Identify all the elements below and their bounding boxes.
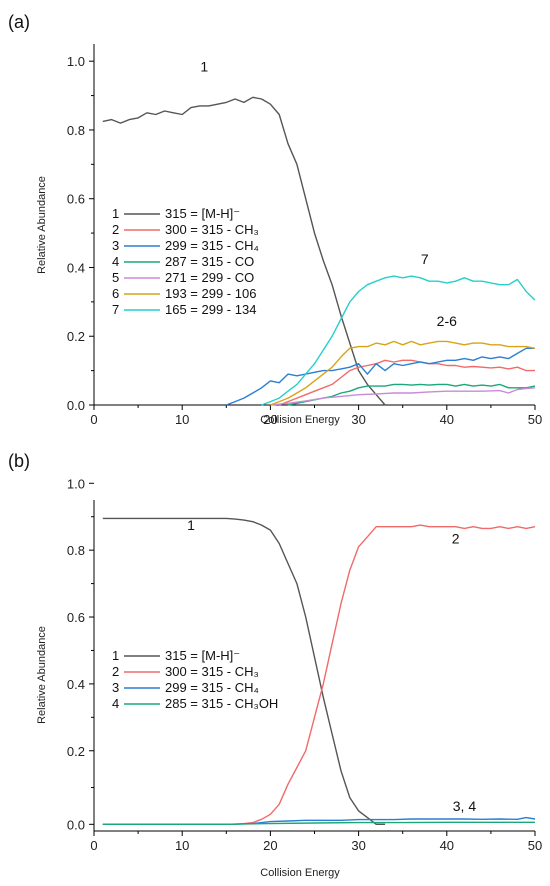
legend-label: 165 = 299 - 134: [165, 302, 256, 317]
series-line-2: [102, 524, 536, 825]
legend-index: 4: [112, 254, 119, 269]
x-tick-label: 50: [528, 838, 542, 853]
legend-label: 285 = 315 - CH₃OH: [165, 696, 278, 711]
y-tick-label: 0.8: [67, 543, 85, 558]
legend-label: 299 = 315 - CH₄: [165, 680, 259, 695]
legend-label: 299 = 315 - CH₄: [165, 238, 259, 253]
legend-label: 300 = 315 - CH₃: [165, 222, 259, 237]
x-tick-label: 20: [263, 838, 277, 853]
y-tick-label: 0.6: [67, 192, 85, 207]
legend-index: 4: [112, 696, 119, 711]
legend-label: 193 = 299 - 106: [165, 286, 256, 301]
series-annotation: 1: [187, 517, 195, 533]
y-tick-label: 0.4: [67, 677, 85, 692]
legend-label: 271 = 299 - CO: [165, 270, 254, 285]
legend-label: 287 = 315 - CO: [165, 254, 254, 269]
series-annotation: 3, 4: [453, 798, 477, 814]
y-tick-label: 0.8: [67, 123, 85, 138]
x-tick-label: 30: [351, 412, 365, 427]
legend-index: 3: [112, 680, 119, 695]
legend-index: 6: [112, 286, 119, 301]
panel-b-legend: 1 315 = [M-H]⁻ 2 300 = 315 - CH₃ 3 299 = 315 …: [112, 648, 278, 711]
panel-a-series: [102, 96, 536, 406]
legend-index: 1: [112, 206, 119, 221]
x-tick-label: 10: [175, 838, 189, 853]
y-tick-label: 1.0: [67, 54, 85, 69]
legend-label: 315 = [M-H]⁻: [165, 206, 240, 221]
series-annotation: 7: [421, 251, 429, 267]
x-tick-label: 10: [175, 412, 189, 427]
series-line-2: [278, 359, 535, 406]
panel-b-annotations: 1 2 3, 4: [187, 517, 476, 814]
x-tick-label: 20: [263, 412, 277, 427]
series-annotation: 1: [200, 59, 208, 75]
series-annotation: 2: [452, 530, 460, 546]
y-tick-label: 0.2: [67, 329, 85, 344]
x-tick-label: 40: [440, 838, 454, 853]
legend-index: 3: [112, 238, 119, 253]
panel-b-axes: 0 10 20 30 40 50 0.0 0.2 0.4 0.6 0.8 1.0: [67, 476, 542, 853]
panel-a-chart: (a) Relative Abundance Collision Energy …: [8, 12, 542, 427]
panel-a-label: (a): [8, 12, 30, 32]
y-tick-label: 0.2: [67, 744, 85, 759]
x-tick-label: 50: [528, 412, 542, 427]
legend-index: 2: [112, 664, 119, 679]
panel-a-annotations: 1 7 2-6: [200, 59, 457, 329]
legend-index: 2: [112, 222, 119, 237]
panel-a-legend: 1 315 = [M-H]⁻ 2 300 = 315 - CH₃ 3 299 = 315 …: [112, 206, 259, 317]
legend-index: 5: [112, 270, 119, 285]
panel-b-series: [102, 517, 536, 825]
series-line-5: [270, 387, 536, 406]
legend-index: 7: [112, 302, 119, 317]
panel-b-ylabel: Relative Abundance: [36, 626, 48, 724]
x-tick-label: 40: [440, 412, 454, 427]
x-tick-label: 30: [351, 838, 365, 853]
x-tick-label: 0: [90, 412, 97, 427]
series-line-7: [261, 275, 536, 406]
series-line-6: [270, 340, 536, 406]
series-annotation: 2-6: [437, 313, 457, 329]
legend-label: 315 = [M-H]⁻: [165, 648, 240, 663]
y-tick-label: 0.4: [67, 260, 85, 275]
panel-b-label: (b): [8, 451, 30, 471]
series-line-3: [226, 347, 535, 406]
series-line-1: [102, 517, 386, 825]
legend-label: 300 = 315 - CH₃: [165, 664, 259, 679]
series-line-1: [102, 96, 386, 406]
legend-index: 1: [112, 648, 119, 663]
series-line-3: [102, 816, 536, 825]
panel-b-xlabel: Collision Energy: [260, 867, 340, 879]
y-tick-label: 0.0: [67, 817, 85, 832]
panel-a-xlabel: Collision Energy: [260, 414, 340, 426]
y-tick-label: 1.0: [67, 476, 85, 491]
panel-b-chart: (b) Relative Abundance Collision Energy …: [8, 451, 542, 879]
series-line-4: [102, 821, 535, 825]
panel-a-axes: 0 10 20 30 40 50 0.0 0.2 0.4 0.6 0.8 1.0: [67, 44, 542, 427]
x-tick-label: 0: [90, 838, 97, 853]
panel-a-ylabel: Relative Abundance: [36, 176, 48, 274]
y-tick-label: 0.0: [67, 398, 85, 413]
y-tick-label: 0.6: [67, 610, 85, 625]
